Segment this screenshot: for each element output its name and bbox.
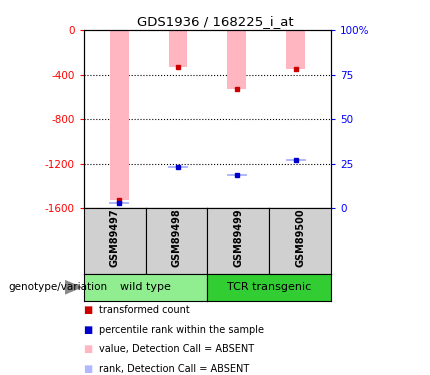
Text: genotype/variation: genotype/variation (9, 282, 108, 292)
Bar (168, 166, 188, 168)
Text: ■: ■ (83, 325, 93, 334)
Text: value, Detection Call = ABSENT: value, Detection Call = ABSENT (99, 344, 254, 354)
Text: transformed count: transformed count (99, 305, 190, 315)
Bar (227, 30, 246, 89)
Text: percentile rank within the sample: percentile rank within the sample (99, 325, 264, 334)
Text: ■: ■ (83, 305, 93, 315)
Text: GSM89497: GSM89497 (110, 209, 120, 267)
Bar (286, 30, 305, 69)
Text: GSM89498: GSM89498 (172, 208, 181, 267)
Text: GDS1936 / 168225_i_at: GDS1936 / 168225_i_at (137, 15, 293, 28)
Bar (109, 202, 129, 204)
Bar (110, 30, 129, 200)
Polygon shape (64, 280, 81, 294)
Text: TCR transgenic: TCR transgenic (227, 282, 311, 292)
Text: GSM89500: GSM89500 (295, 209, 305, 267)
Text: wild type: wild type (120, 282, 171, 292)
Bar (227, 174, 247, 176)
Text: GSM89499: GSM89499 (233, 209, 243, 267)
Bar (286, 159, 306, 161)
Text: rank, Detection Call = ABSENT: rank, Detection Call = ABSENT (99, 364, 249, 374)
Text: ■: ■ (83, 364, 93, 374)
Text: ■: ■ (83, 344, 93, 354)
Bar (169, 30, 187, 67)
